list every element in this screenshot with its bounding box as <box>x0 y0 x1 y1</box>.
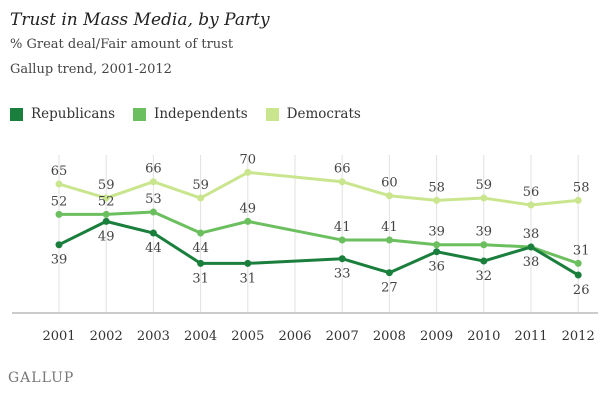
data-label: 26 <box>573 283 590 298</box>
data-label: 52 <box>51 194 68 209</box>
data-label: 59 <box>98 178 115 193</box>
data-label: 52 <box>98 194 115 209</box>
data-point <box>385 269 393 277</box>
data-point <box>102 217 110 225</box>
x-tick-label: 2009 <box>420 329 453 344</box>
data-point <box>244 259 252 267</box>
data-label: 66 <box>145 162 162 177</box>
data-point <box>574 259 582 267</box>
data-label: 59 <box>192 178 209 193</box>
legend-swatch <box>10 107 23 121</box>
data-label: 70 <box>240 152 257 167</box>
x-tick-label: 2011 <box>514 329 547 344</box>
data-label: 65 <box>51 164 68 179</box>
data-label: 60 <box>381 176 398 191</box>
data-point <box>338 236 346 244</box>
x-tick-label: 2007 <box>326 329 359 344</box>
legend: Republicans Independents Democrats <box>10 106 361 122</box>
data-point <box>197 259 205 267</box>
data-label: 53 <box>145 192 162 207</box>
data-point <box>244 217 252 225</box>
data-point <box>527 243 535 251</box>
data-point <box>433 241 441 249</box>
data-label: 59 <box>476 178 493 193</box>
series-line-democrats <box>58 170 579 207</box>
data-label: 38 <box>523 255 540 270</box>
data-label: 36 <box>428 260 445 275</box>
data-label: 49 <box>98 229 115 244</box>
data-point <box>55 241 63 249</box>
data-point <box>149 178 157 186</box>
data-point <box>574 196 582 204</box>
data-label: 38 <box>523 227 540 242</box>
legend-item-independents: Independents <box>133 106 248 122</box>
x-tick-label: 2006 <box>278 329 311 344</box>
legend-label: Republicans <box>31 106 115 122</box>
data-point <box>102 194 110 202</box>
x-tick-label: 2012 <box>562 329 595 344</box>
data-label: 39 <box>476 225 493 240</box>
data-point <box>338 255 346 263</box>
data-point <box>480 194 488 202</box>
data-label: 41 <box>381 220 398 235</box>
x-tick-label: 2005 <box>231 329 264 344</box>
legend-item-republicans: Republicans <box>10 106 115 122</box>
data-label: 49 <box>240 201 257 216</box>
data-point <box>527 201 535 209</box>
data-point <box>433 196 441 204</box>
x-tick-label: 2004 <box>184 329 217 344</box>
series-line-republicans <box>58 219 579 277</box>
legend-label: Democrats <box>286 106 361 122</box>
data-label: 31 <box>240 271 257 286</box>
data-label: 56 <box>523 185 540 200</box>
x-tick-label: 2002 <box>90 329 123 344</box>
data-label: 39 <box>51 253 68 268</box>
x-tick-label: 2010 <box>467 329 500 344</box>
data-label: 66 <box>334 162 351 177</box>
data-point <box>55 180 63 188</box>
data-label: 31 <box>573 243 590 258</box>
data-label: 58 <box>428 180 445 195</box>
data-point <box>433 248 441 256</box>
data-label: 41 <box>334 220 351 235</box>
data-label: 27 <box>381 281 398 296</box>
x-tick-label: 2008 <box>373 329 406 344</box>
chart-subtitle: % Great deal/Fair amount of trust <box>10 37 234 52</box>
data-point <box>149 229 157 237</box>
gallup-logo: GALLUP <box>8 370 75 386</box>
data-point <box>55 210 63 218</box>
data-point <box>102 210 110 218</box>
legend-item-democrats: Democrats <box>265 106 361 122</box>
x-tick-label: 2001 <box>42 329 75 344</box>
data-label: 44 <box>192 241 209 256</box>
legend-swatch <box>265 107 279 121</box>
data-point <box>385 236 393 244</box>
data-point <box>149 208 157 216</box>
data-point <box>385 192 393 200</box>
data-label: 58 <box>573 180 590 195</box>
x-tick-label: 2003 <box>137 329 170 344</box>
data-point <box>244 168 252 176</box>
chart-subtitle-2: Gallup trend, 2001-2012 <box>10 62 172 77</box>
data-point <box>197 229 205 237</box>
legend-label: Independents <box>154 106 248 122</box>
data-label: 31 <box>192 271 209 286</box>
chart-title: Trust in Mass Media, by Party <box>10 10 270 30</box>
data-label: 33 <box>334 267 351 282</box>
data-point <box>338 178 346 186</box>
legend-swatch <box>133 107 146 121</box>
data-point <box>197 194 205 202</box>
data-point <box>574 271 582 279</box>
data-point <box>480 241 488 249</box>
data-label: 39 <box>428 225 445 240</box>
data-label: 44 <box>145 241 162 256</box>
data-point <box>480 257 488 265</box>
data-label: 32 <box>476 269 493 284</box>
